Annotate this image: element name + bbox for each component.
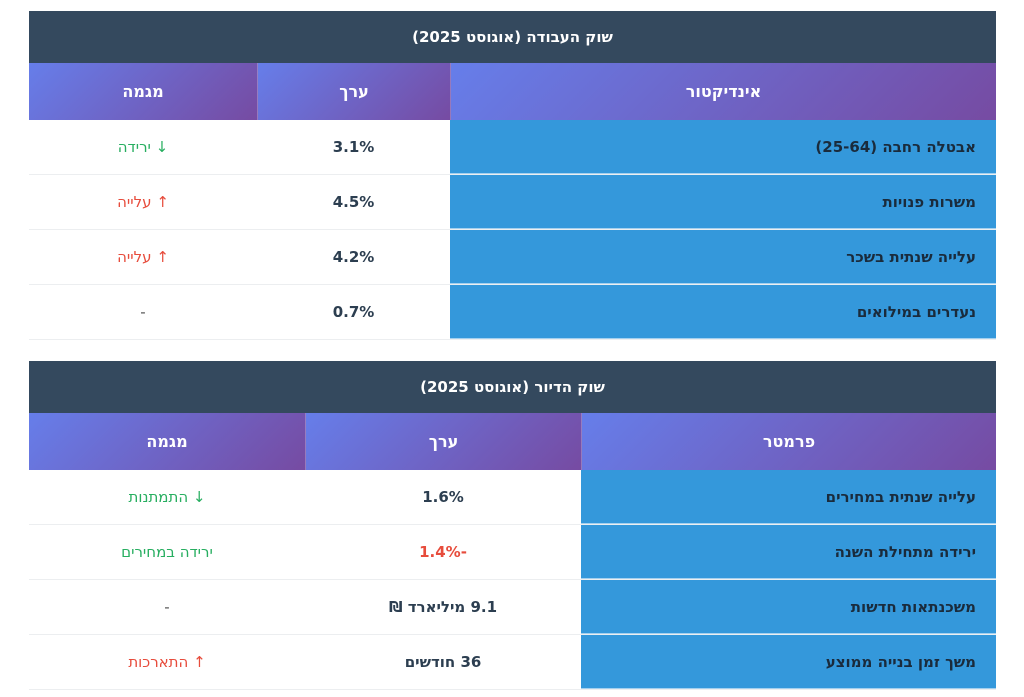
table-row: ירידה מתחילת השנה -1.4% ירידה במחירים: [29, 525, 996, 580]
row-value: 0.7%: [332, 303, 375, 321]
row-value: -1.4%: [419, 543, 467, 561]
table-row: עלייה שנתית בשכר 4.2% ↑ עלייה: [29, 230, 996, 285]
table-row: משרות פנויות 4.5% ↑ עלייה: [29, 175, 996, 230]
row-value: 3.1%: [332, 138, 375, 156]
labor-table-title: שוק העבודה (אוגוסט 2025): [29, 11, 996, 63]
row-name: משך זמן בנייה ממוצע: [581, 635, 996, 689]
header-value: ערך: [305, 413, 581, 470]
row-name: משכנתאות חדשות: [581, 580, 996, 634]
labor-table-header: אינדיקטור ערך מגמה: [29, 63, 996, 120]
row-trend: -: [164, 598, 170, 616]
row-name: אבטלה רחבה (25-64): [450, 120, 996, 174]
table-row: עלייה שנתית במחירים 1.6% ↓ התמתנות: [29, 470, 996, 525]
row-name: עלייה שנתית בשכר: [450, 230, 996, 284]
row-trend: ↓ התמתנות: [128, 488, 206, 506]
housing-table-header: פרמטר ערך מגמה: [29, 413, 996, 470]
header-value: ערך: [257, 63, 450, 120]
row-trend: ירידה במחירים: [121, 543, 213, 561]
table-row: משך זמן בנייה ממוצע 36 חודשים ↑ התארכות: [29, 635, 996, 690]
table-row: משכנתאות חדשות 9.1 מיליארד ₪ -: [29, 580, 996, 635]
housing-market-table: שוק הדיור (אוגוסט 2025) פרמטר ערך מגמה ע…: [29, 361, 996, 690]
table-row: אבטלה רחבה (25-64) 3.1% ↓ ירידה: [29, 120, 996, 175]
row-trend: ↑ עלייה: [117, 248, 169, 266]
row-name: עלייה שנתית במחירים: [581, 470, 996, 524]
header-parameter: פרמטר: [581, 413, 996, 470]
labor-market-table: שוק העבודה (אוגוסט 2025) אינדיקטור ערך מ…: [29, 11, 996, 340]
row-trend: ↓ ירידה: [117, 138, 169, 156]
row-value: 9.1 מיליארד ₪: [388, 598, 498, 616]
header-trend: מגמה: [29, 63, 257, 120]
row-trend: -: [140, 303, 146, 321]
header-trend: מגמה: [29, 413, 305, 470]
row-value: 4.2%: [332, 248, 375, 266]
row-value: 4.5%: [332, 193, 375, 211]
row-name: משרות פנויות: [450, 175, 996, 229]
housing-table-title: שוק הדיור (אוגוסט 2025): [29, 361, 996, 413]
row-value: 1.6%: [422, 488, 464, 506]
row-name: ירידה מתחילת השנה: [581, 525, 996, 579]
row-name: נעדרים במילואים: [450, 285, 996, 339]
header-indicator: אינדיקטור: [450, 63, 996, 120]
row-trend: ↑ עלייה: [117, 193, 169, 211]
row-trend: ↑ התארכות: [128, 653, 206, 671]
table-row: נעדרים במילואים 0.7% -: [29, 285, 996, 340]
row-value: 36 חודשים: [404, 653, 482, 671]
